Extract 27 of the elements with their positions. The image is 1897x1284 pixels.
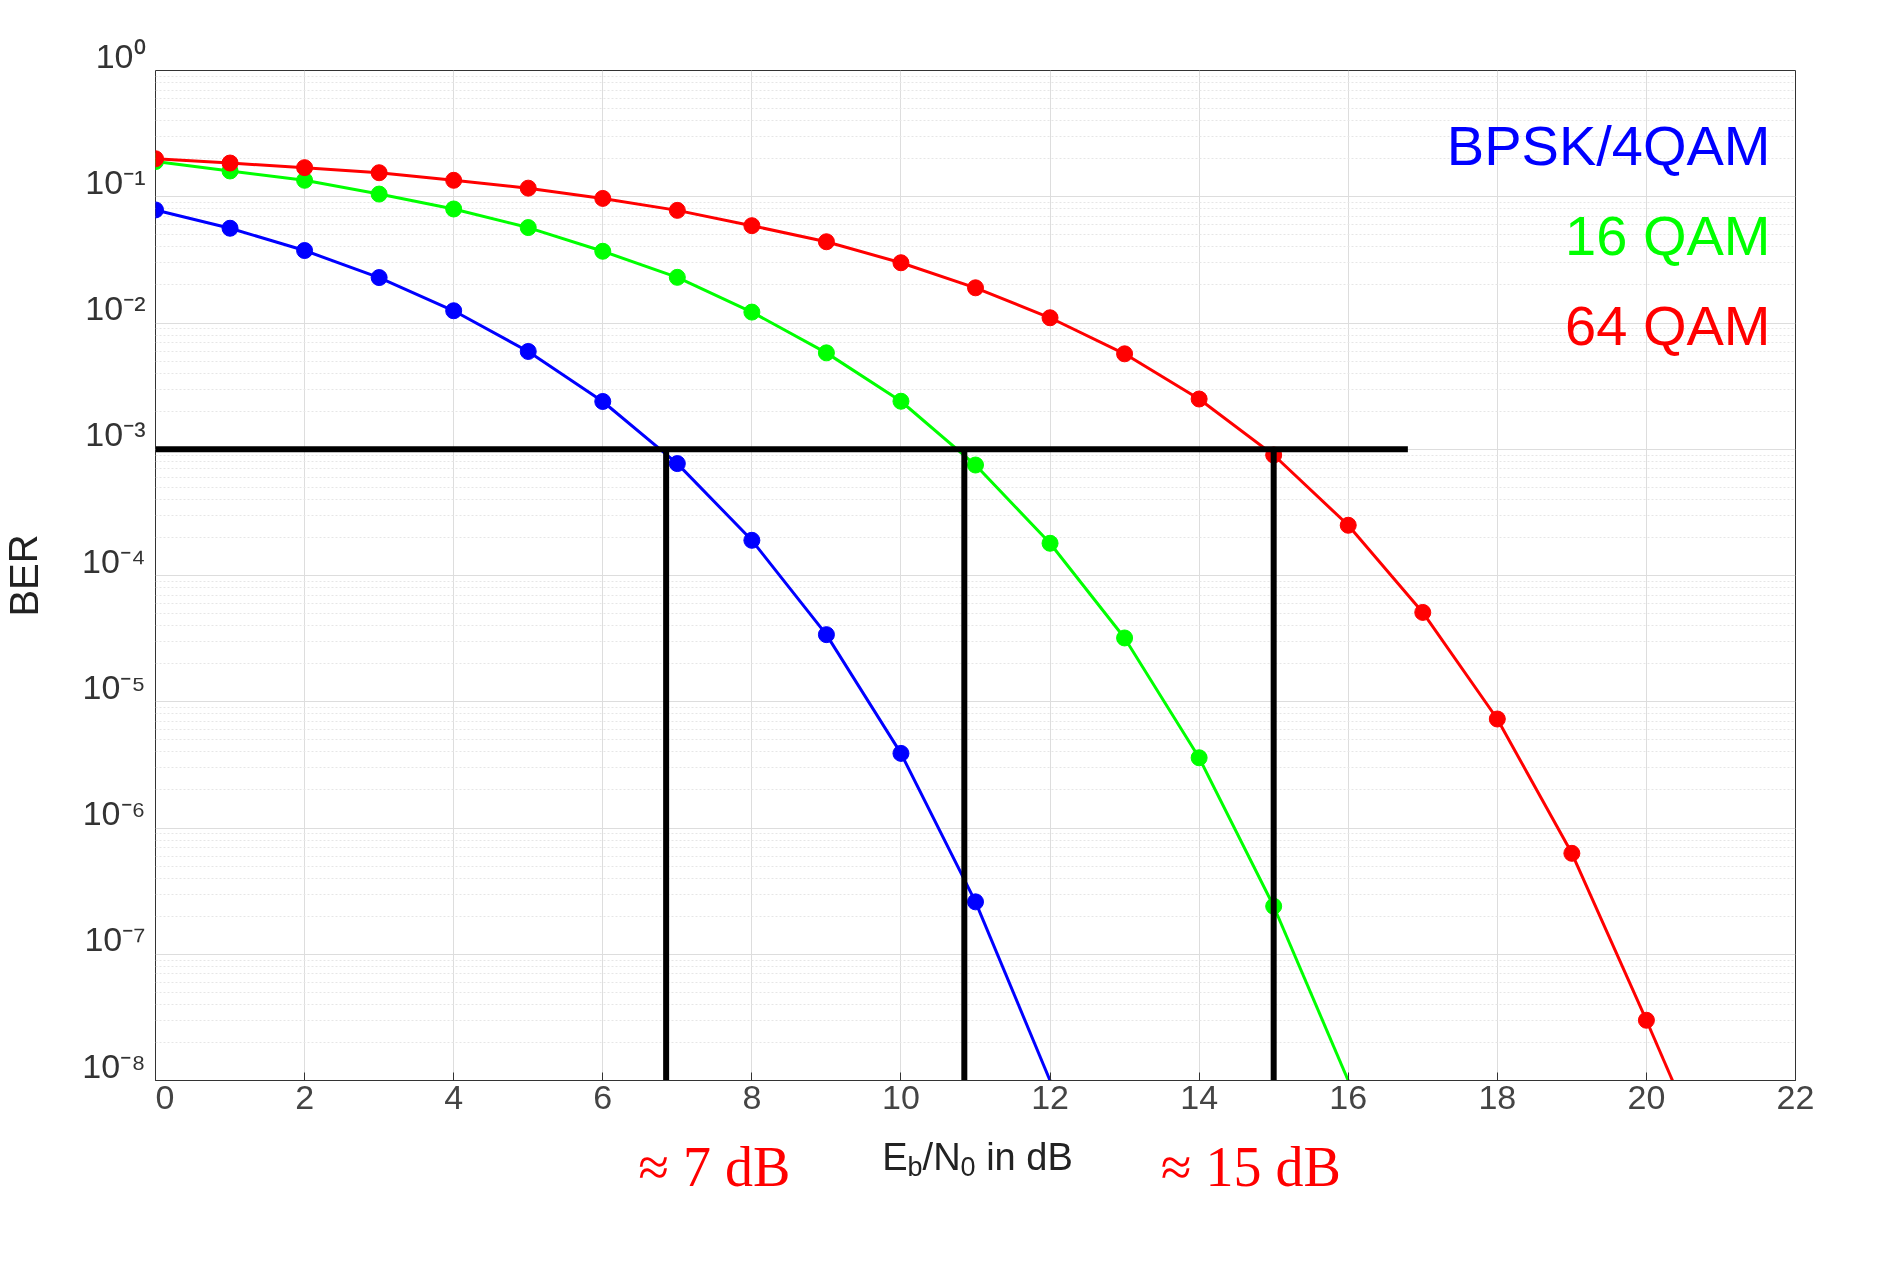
text: 16 QAM [1565,204,1771,267]
y-tick-label: 10⁻⁷ [84,920,146,959]
text: ≈ 15 dB [1160,1135,1341,1198]
x-tick-label: 22 [1776,1077,1815,1116]
text: 64 QAM [1565,294,1771,357]
text: BPSK/4QAM [1446,114,1771,177]
y-tick-label: 10⁰ [95,36,146,75]
y-tick-label: 10⁻⁶ [82,794,146,832]
x-tick-label: 8 [742,1077,762,1116]
x-tick-label: 20 [1627,1077,1666,1116]
x-tick-label: 12 [1031,1077,1069,1116]
x-tick-label: 18 [1478,1077,1517,1116]
x-tick-label: 2 [295,1077,315,1116]
x-tick-label: 14 [1180,1077,1219,1116]
x-tick-label: 4 [444,1077,464,1116]
x-tick-label: 6 [593,1077,613,1116]
x-tick-label: 0 [155,1077,175,1116]
x-tick-label: 10 [882,1077,920,1116]
y-tick-label: 10⁻¹ [85,162,146,201]
y-axis-title: BER [1,534,46,617]
y-tick-label: 10⁻⁴ [82,541,146,580]
x-tick-label: 16 [1329,1077,1368,1116]
text: ≈ 7 dB [638,1135,791,1198]
y-tick-label: 10⁻² [85,289,146,327]
y-tick-label: 10⁻⁵ [82,667,146,706]
y-tick-label: 10⁻⁸ [82,1046,146,1085]
y-tick-label: 10⁻³ [85,415,146,454]
